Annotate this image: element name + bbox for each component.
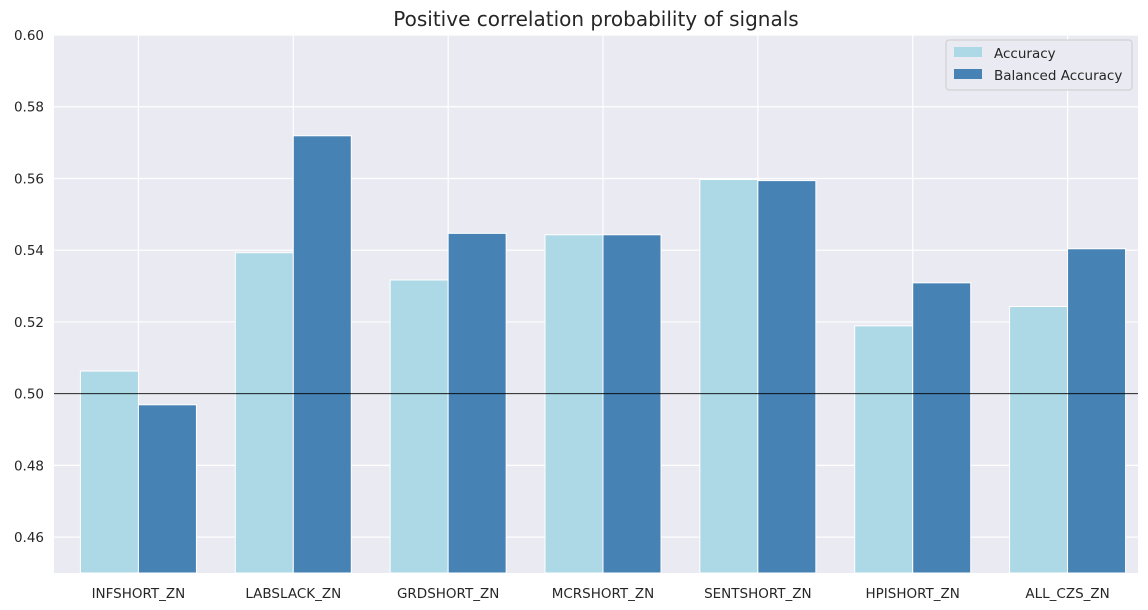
legend-box (945, 39, 1133, 91)
x-tick-label: SENTSHORT_ZN (704, 586, 812, 602)
legend-swatch-accuracy (954, 47, 982, 57)
bar-balanced-accuracy (292, 135, 352, 574)
y-tick-label: 0.50 (14, 387, 44, 403)
y-tick-label: 0.54 (14, 243, 44, 259)
y-tick-label: 0.58 (14, 100, 44, 116)
y-tick-label: 0.46 (14, 530, 44, 546)
x-tick-label: MCRSHORT_ZN (552, 586, 655, 602)
x-tick-label: INFSHORT_ZN (92, 586, 186, 602)
y-tick-label: 0.60 (14, 28, 44, 44)
x-tick-label: LABSLACK_ZN (245, 586, 341, 602)
y-tick-label: 0.56 (14, 171, 44, 187)
bar-accuracy (544, 234, 604, 574)
bars (79, 135, 1127, 574)
bar-balanced-accuracy (137, 404, 197, 574)
legend-swatch-balanced-accuracy (954, 69, 982, 79)
y-axis: 0.46 0.48 0.50 0.52 0.54 0.56 0.58 0.60 (14, 28, 44, 546)
bar-accuracy (1009, 306, 1069, 574)
x-tick-label: ALL_CZS_ZN (1025, 586, 1109, 602)
x-axis: INFSHORT_ZN LABSLACK_ZN GRDSHORT_ZN MCRSHOR… (92, 586, 1110, 602)
bar-balanced-accuracy (912, 282, 972, 574)
bar-balanced-accuracy (1067, 248, 1127, 574)
bar-accuracy (234, 252, 294, 574)
legend-label-accuracy: Accuracy (994, 46, 1056, 62)
bar-accuracy (854, 325, 914, 574)
bar-accuracy (79, 370, 139, 574)
bar-balanced-accuracy (447, 232, 507, 574)
bar-accuracy (699, 179, 759, 574)
y-tick-label: 0.48 (14, 458, 44, 474)
chart-title: Positive correlation probability of sign… (393, 7, 798, 31)
bar-accuracy (389, 279, 449, 574)
legend: Accuracy Balanced Accuracy (945, 39, 1133, 91)
bar-balanced-accuracy (757, 180, 817, 574)
legend-label-balanced-accuracy: Balanced Accuracy (994, 68, 1122, 84)
x-tick-label: GRDSHORT_ZN (397, 586, 499, 602)
y-tick-label: 0.52 (14, 315, 44, 331)
x-tick-label: HPISHORT_ZN (866, 586, 960, 602)
bar-balanced-accuracy (602, 234, 662, 574)
